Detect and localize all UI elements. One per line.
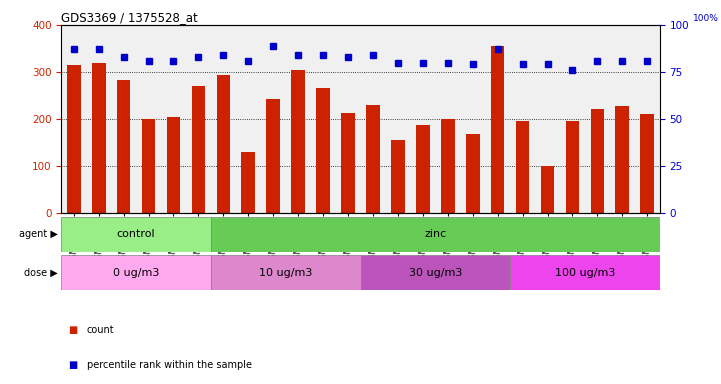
Bar [441, 119, 455, 213]
Text: count: count [87, 325, 114, 335]
Text: GDS3369 / 1375528_at: GDS3369 / 1375528_at [61, 11, 198, 24]
Bar [61, 217, 211, 252]
Bar [516, 121, 529, 213]
Bar [211, 217, 660, 252]
Text: 100%: 100% [693, 14, 719, 23]
Bar [266, 99, 280, 213]
Bar [640, 114, 654, 213]
Bar [360, 255, 510, 290]
Bar [192, 86, 205, 213]
Text: 30 ug/m3: 30 ug/m3 [409, 268, 462, 278]
Bar [317, 88, 330, 213]
Bar [491, 46, 505, 213]
Bar [142, 119, 156, 213]
Bar [466, 134, 479, 213]
Text: zinc: zinc [424, 229, 446, 239]
Bar [92, 63, 105, 213]
Bar [341, 113, 355, 213]
Text: ■: ■ [68, 325, 78, 335]
Text: ■: ■ [68, 360, 78, 370]
Bar [510, 255, 660, 290]
Text: 100 ug/m3: 100 ug/m3 [554, 268, 615, 278]
Bar [590, 109, 604, 213]
Bar [61, 255, 211, 290]
Bar [366, 105, 380, 213]
Bar [67, 65, 81, 213]
Text: percentile rank within the sample: percentile rank within the sample [87, 360, 252, 370]
Text: 10 ug/m3: 10 ug/m3 [259, 268, 312, 278]
Bar [242, 152, 255, 213]
Bar [167, 117, 180, 213]
Text: control: control [117, 229, 156, 239]
Bar [416, 125, 430, 213]
Text: agent ▶: agent ▶ [19, 229, 58, 239]
Bar [565, 121, 579, 213]
Bar [216, 75, 230, 213]
Bar [616, 106, 629, 213]
Bar [211, 255, 360, 290]
Bar [391, 140, 404, 213]
Bar [291, 70, 305, 213]
Bar [541, 166, 554, 213]
Text: dose ▶: dose ▶ [24, 268, 58, 278]
Bar [117, 80, 131, 213]
Text: 0 ug/m3: 0 ug/m3 [113, 268, 159, 278]
